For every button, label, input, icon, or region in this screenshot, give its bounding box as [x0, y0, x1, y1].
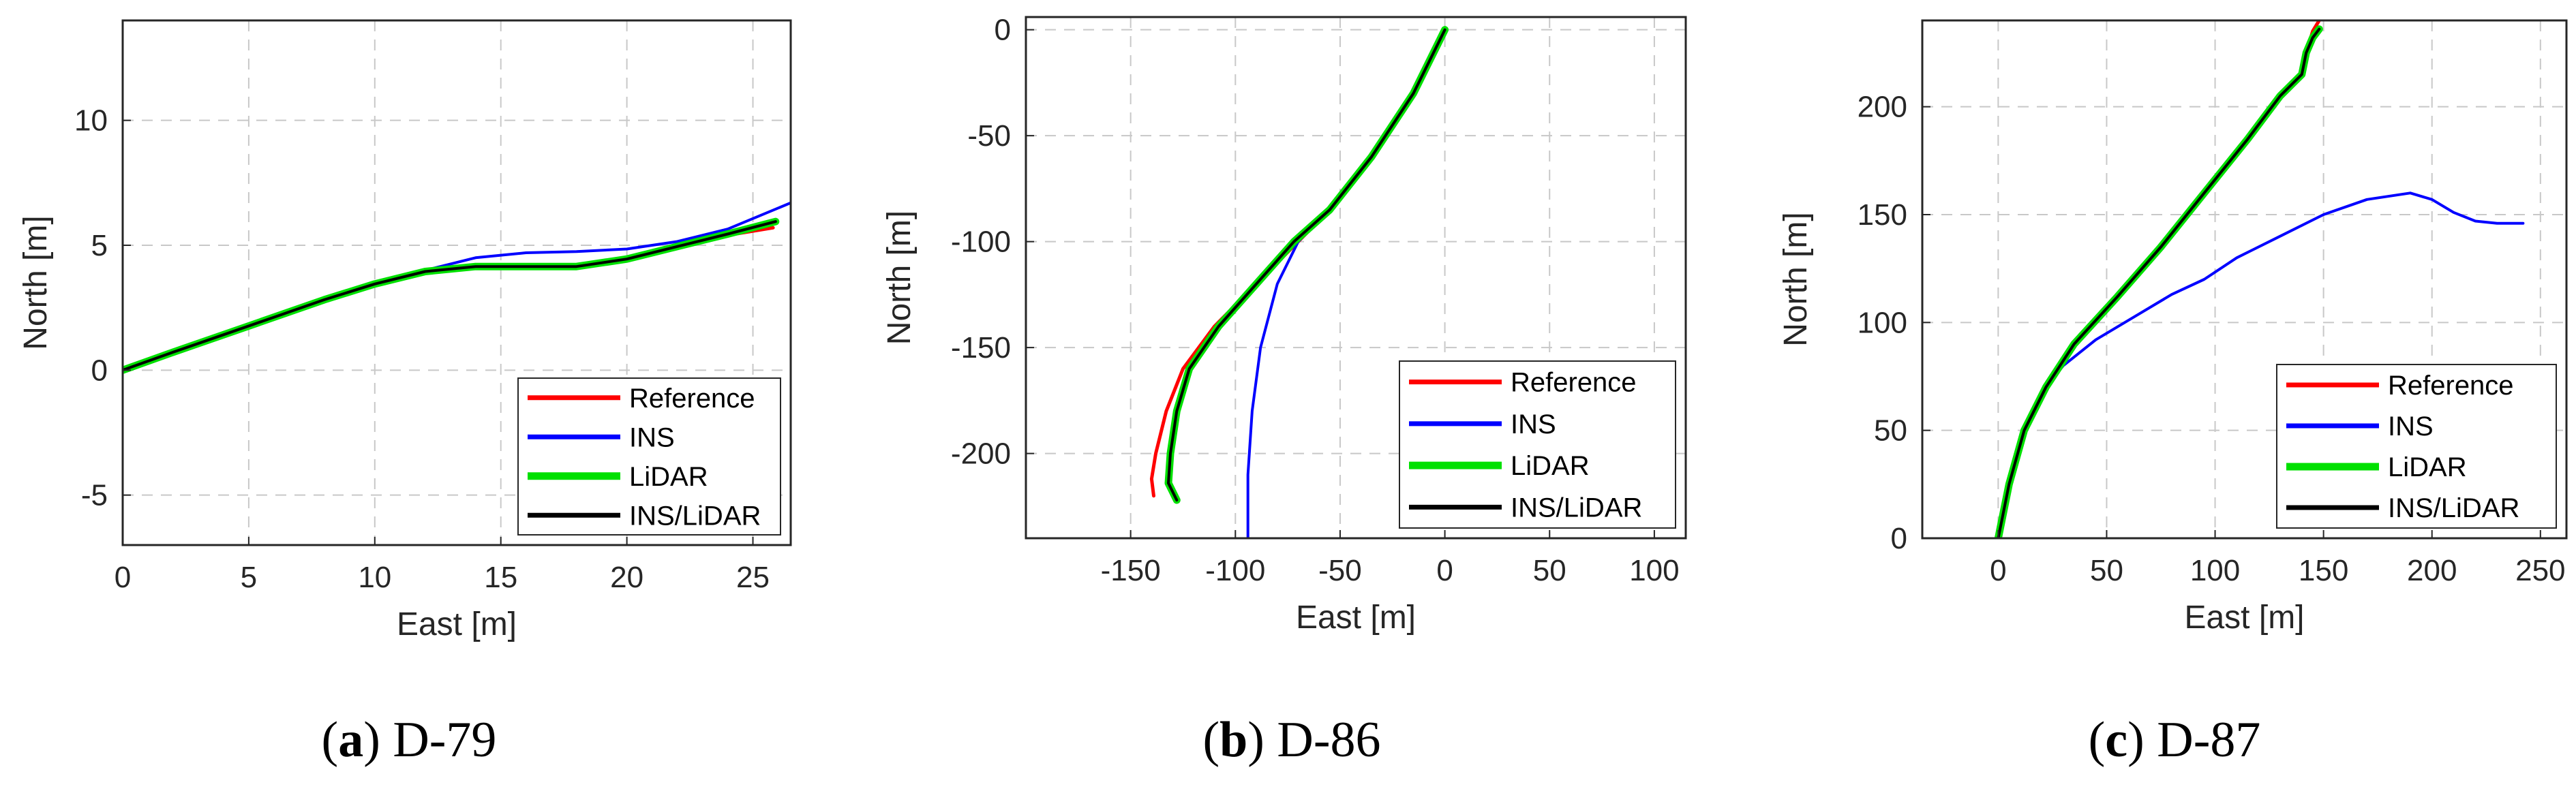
x-axis-label: East [m]: [397, 606, 517, 642]
series-line-ins: [123, 201, 791, 372]
x-tick-label: 200: [2407, 554, 2457, 587]
legend-label-lidar: LiDAR: [2388, 452, 2467, 482]
series-line-lidar: [123, 217, 780, 374]
series-line-ins-lidar: [123, 220, 777, 372]
y-tick-label: 0: [1891, 522, 1907, 555]
y-tick-label: 0: [995, 14, 1011, 47]
x-tick-label: -50: [1318, 554, 1362, 587]
x-tick-label: 0: [1990, 554, 2006, 587]
legend-label-ins: INS: [2388, 412, 2434, 441]
legend-label-reference: Reference: [1511, 368, 1637, 398]
x-tick-label: 5: [241, 561, 257, 594]
legend-label-reference: Reference: [629, 384, 755, 414]
x-axis-label: East [m]: [1296, 600, 1416, 636]
y-tick-label: 5: [91, 229, 108, 262]
series-line-ins-lidar: [1997, 27, 2321, 538]
legend-label-ins-lidar: INS/LiDAR: [1511, 493, 1642, 523]
legend: Reference INS LiDAR INS/LiDAR: [2276, 364, 2557, 529]
x-tick-label: -100: [1205, 554, 1265, 587]
axes-box: [121, 19, 792, 546]
x-tick-label: -150: [1101, 554, 1161, 587]
y-tick-label: -150: [951, 331, 1011, 365]
x-tick-label: 20: [610, 561, 643, 594]
x-tick-label: 50: [2090, 554, 2123, 587]
legend: Reference INS LiDAR INS/LiDAR: [517, 377, 781, 536]
y-axis-label: North [m]: [18, 215, 54, 350]
axes-box: [1921, 19, 2568, 540]
legend-box: [1399, 360, 1676, 529]
legend-label-reference: Reference: [2388, 371, 2514, 401]
y-axis-label: North [m]: [881, 211, 918, 345]
panel-caption: (c) D-87: [2089, 712, 2261, 768]
x-tick-label: 0: [115, 561, 131, 594]
y-tick-label: -5: [81, 479, 108, 512]
x-tick-label: 150: [2299, 554, 2348, 587]
y-tick-label: 10: [74, 104, 108, 138]
y-tick-label: 50: [1874, 414, 1907, 448]
legend-label-ins-lidar: INS/LiDAR: [2388, 493, 2519, 523]
y-tick-label: 0: [91, 354, 108, 387]
x-tick-label: 0: [1436, 554, 1453, 587]
y-axis-label: North [m]: [1778, 212, 1814, 346]
y-tick-label: 200: [1858, 91, 1907, 124]
series-group: [1994, 20, 2525, 538]
y-tick-label: -50: [967, 119, 1011, 153]
y-tick-label: -100: [951, 226, 1011, 259]
x-tick-label: 250: [2515, 554, 2565, 587]
x-axis-label: East [m]: [2184, 600, 2304, 636]
series-line-ins-lidar: [1167, 28, 1446, 501]
series-group: [123, 201, 791, 374]
x-tick-label: 10: [358, 561, 391, 594]
panel-caption: (a) D-79: [322, 712, 497, 768]
panel-caption: (b) D-86: [1202, 712, 1380, 768]
x-tick-label: 100: [2190, 554, 2240, 587]
legend: Reference INS LiDAR INS/LiDAR: [1399, 360, 1676, 529]
y-tick-label: -200: [951, 437, 1011, 471]
y-tick-label: 100: [1858, 306, 1907, 339]
series-group: [1149, 26, 1449, 538]
y-tick-label: 150: [1858, 198, 1907, 232]
legend-box: [2276, 364, 2557, 529]
chart-panel-b: -150 -100 -50 0 50 100 -200 -150 -100 -50 0 East [m…: [881, 14, 1687, 768]
x-tick-label: 100: [1629, 554, 1679, 587]
x-tick-label: 15: [484, 561, 517, 594]
x-tick-label: 50: [1533, 554, 1566, 587]
legend-label-ins: INS: [1511, 409, 1556, 439]
legend-box: [517, 377, 781, 536]
legend-label-lidar: LiDAR: [629, 462, 708, 492]
x-tick-label: 25: [736, 561, 770, 594]
series-line-reference: [1996, 20, 2321, 538]
chart-panel-c: 0 50 100 150 200 250 0 50 100 150 200 East [m] North…: [1778, 19, 2568, 768]
legend-label-ins: INS: [629, 422, 675, 452]
legend-label-ins-lidar: INS/LiDAR: [629, 501, 761, 531]
legend-label-lidar: LiDAR: [1511, 451, 1590, 481]
series-line-lidar: [1994, 25, 2323, 538]
axes-box: [1025, 16, 1687, 540]
